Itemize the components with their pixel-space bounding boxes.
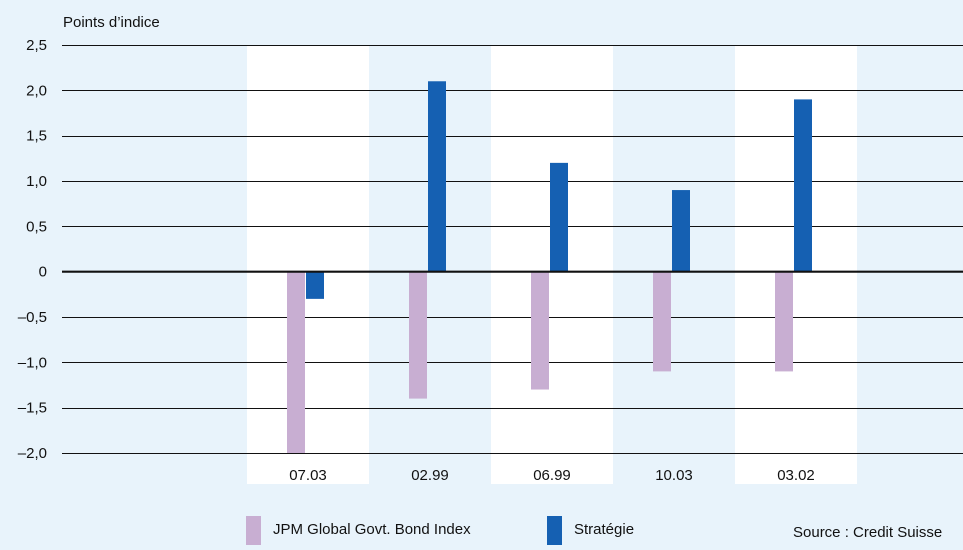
y-tick-label: 2,5 bbox=[26, 37, 47, 54]
legend-swatch-jpm bbox=[246, 516, 261, 545]
y-tick-label: –0,5 bbox=[18, 309, 47, 326]
bar-jpm bbox=[531, 271, 549, 390]
legend-label-jpm: JPM Global Govt. Bond Index bbox=[273, 521, 471, 538]
x-tick-label: 03.02 bbox=[777, 467, 815, 484]
x-tick-label: 10.03 bbox=[655, 467, 693, 484]
y-tick-label: –1,5 bbox=[18, 400, 47, 417]
y-tick-label: 0 bbox=[39, 264, 47, 281]
legend-label-strategie: Stratégie bbox=[574, 521, 635, 538]
y-tick-labels: 2,5 2,0 1,5 1,0 0,5 0 –0,5 –1,0 –1,5 –2,0 bbox=[18, 37, 47, 462]
source-note: Source : Credit Suisse bbox=[793, 524, 943, 541]
legend-swatch-strategie bbox=[547, 516, 562, 545]
x-tick-label: 07.03 bbox=[289, 467, 327, 484]
y-axis-title: Points d’indice bbox=[63, 14, 160, 31]
x-tick-labels: 07.03 02.99 06.99 10.03 03.02 bbox=[289, 467, 815, 484]
bar-jpm bbox=[287, 271, 305, 453]
gridlines bbox=[62, 45, 963, 454]
bar-strategie bbox=[306, 271, 324, 299]
bar-strategie bbox=[672, 190, 690, 272]
y-tick-label: 2,0 bbox=[26, 82, 47, 99]
bar-strategie bbox=[428, 81, 446, 272]
bar-jpm bbox=[409, 271, 427, 399]
category-band bbox=[247, 45, 369, 484]
legend-item-strategie: Stratégie bbox=[547, 516, 634, 545]
bar-strategie bbox=[794, 99, 812, 272]
bar-jpm bbox=[653, 271, 671, 372]
y-tick-label: –2,0 bbox=[18, 445, 47, 462]
bar-strategie bbox=[550, 162, 568, 272]
y-tick-label: –1,0 bbox=[18, 354, 47, 371]
x-tick-label: 02.99 bbox=[411, 467, 449, 484]
y-tick-label: 0,5 bbox=[26, 218, 47, 235]
bar-jpm bbox=[775, 271, 793, 372]
y-tick-label: 1,5 bbox=[26, 128, 47, 145]
y-tick-label: 1,0 bbox=[26, 173, 47, 190]
legend-item-jpm: JPM Global Govt. Bond Index bbox=[246, 516, 471, 545]
x-tick-label: 06.99 bbox=[533, 467, 571, 484]
bars bbox=[287, 81, 812, 453]
